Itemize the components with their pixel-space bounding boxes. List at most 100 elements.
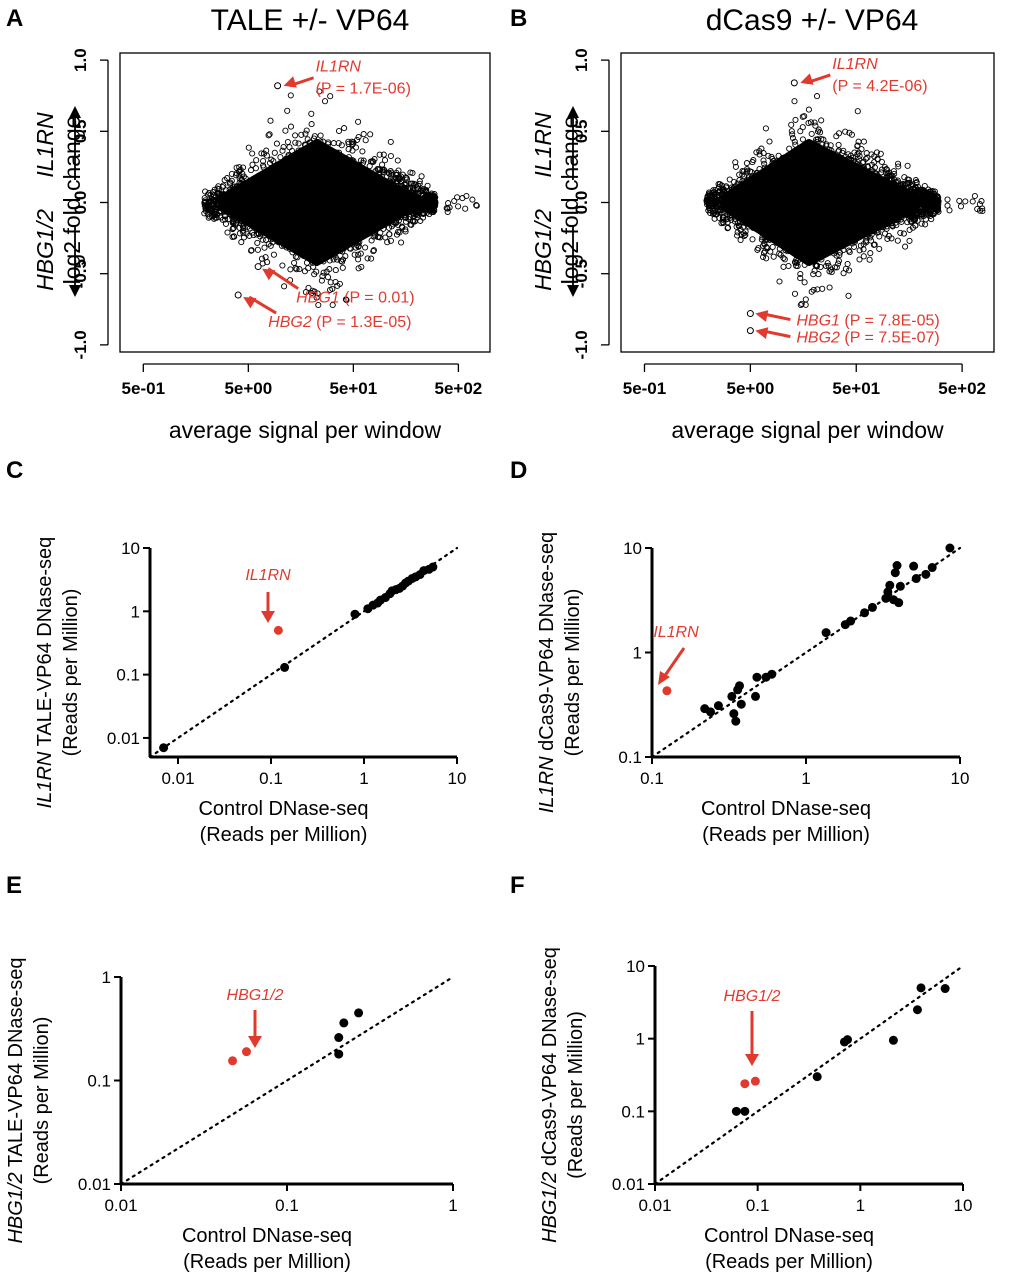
data-point xyxy=(159,743,169,753)
data-point xyxy=(846,267,853,274)
data-point xyxy=(814,286,821,293)
data-point xyxy=(351,251,358,258)
y-axis-label: HBG1/2 TALE-VP64 DNase-seq xyxy=(5,957,27,1243)
data-point xyxy=(979,207,986,215)
data-point xyxy=(906,237,913,244)
x-tick-label: 1 xyxy=(856,1196,865,1215)
x-tick-label: 10 xyxy=(951,769,970,788)
data-point xyxy=(895,163,902,170)
data-point xyxy=(414,201,421,208)
data-point xyxy=(739,171,746,178)
data-point xyxy=(316,88,323,95)
data-point xyxy=(213,212,220,219)
point-cloud-core xyxy=(219,139,415,266)
annotation-arrow-head xyxy=(243,297,257,309)
data-point xyxy=(854,142,861,149)
data-point xyxy=(293,266,300,273)
chart-title: dCas9 +/- VP64 xyxy=(706,4,919,37)
x-tick-label: 1 xyxy=(448,1196,457,1215)
data-point xyxy=(397,178,405,185)
data-point xyxy=(894,237,901,244)
highlight-arrow xyxy=(662,647,686,678)
data-point xyxy=(368,237,375,244)
data-point xyxy=(451,197,458,205)
data-point xyxy=(736,171,743,178)
data-point xyxy=(394,221,401,228)
data-point xyxy=(321,98,329,105)
x-axis-label: Control DNase-seq xyxy=(182,1225,352,1247)
data-point xyxy=(320,269,327,276)
data-point xyxy=(386,231,393,238)
data-point xyxy=(785,262,792,270)
data-point xyxy=(355,256,362,263)
data-point xyxy=(962,198,969,205)
data-point xyxy=(370,158,377,165)
data-point xyxy=(430,201,438,208)
data-point xyxy=(247,167,255,174)
data-point xyxy=(900,230,907,237)
data-point xyxy=(394,171,401,178)
data-point xyxy=(455,203,462,210)
data-point xyxy=(380,166,387,173)
data-point xyxy=(284,138,291,146)
y-tick-label: 0.1 xyxy=(87,1072,111,1091)
data-point xyxy=(974,205,981,213)
data-point xyxy=(287,123,295,130)
data-point xyxy=(723,184,730,191)
data-point xyxy=(732,159,739,166)
x-tick-label: 5e+02 xyxy=(435,379,483,398)
annotation-gene: HBG1 xyxy=(796,313,844,330)
data-point xyxy=(327,286,334,293)
y-tick-label: -0.5 xyxy=(572,259,591,288)
annotation-arrow-head xyxy=(800,73,814,85)
data-point xyxy=(260,162,267,169)
data-point xyxy=(812,262,820,270)
data-point xyxy=(718,220,725,227)
annotated-point xyxy=(746,310,754,318)
data-point xyxy=(713,211,720,218)
data-point xyxy=(788,121,795,128)
y-axis-label-rest: dCas9-VP64 DNase-seq xyxy=(539,947,561,1172)
x-tick-label: 5e+00 xyxy=(224,379,272,398)
data-point xyxy=(202,199,209,206)
data-point xyxy=(710,199,717,206)
data-point xyxy=(769,155,776,162)
data-point xyxy=(791,98,798,105)
y-label-down-gene: HBG1/2 xyxy=(32,209,58,291)
data-point xyxy=(240,173,247,180)
data-point xyxy=(944,196,951,203)
data-point xyxy=(380,151,387,158)
data-point xyxy=(426,206,433,213)
data-point xyxy=(911,574,921,584)
data-point xyxy=(303,127,310,134)
y-label-up-gene: IL1RN xyxy=(32,112,58,178)
panel-letter-a: A xyxy=(6,5,23,32)
data-point xyxy=(292,132,299,139)
x-tick-label: 1 xyxy=(801,769,810,788)
y-axis-label-rest: TALE-VP64 DNase-seq xyxy=(34,537,56,752)
highlight-arrow-head xyxy=(745,1054,759,1066)
data-point xyxy=(807,119,814,126)
down-arrow-head xyxy=(69,285,81,297)
data-point xyxy=(812,122,819,129)
data-point xyxy=(225,215,232,223)
data-point xyxy=(797,270,804,278)
y-label-up-gene: IL1RN xyxy=(530,112,556,178)
data-point xyxy=(839,149,846,156)
data-point xyxy=(418,173,425,180)
data-point xyxy=(342,296,349,303)
data-point xyxy=(381,157,389,164)
data-point xyxy=(224,229,231,236)
x-tick-label: 0.1 xyxy=(275,1196,299,1215)
data-point xyxy=(810,286,817,293)
data-point xyxy=(877,150,884,157)
y-tick-label: -1.0 xyxy=(71,330,90,359)
data-point xyxy=(279,262,286,269)
data-point xyxy=(906,226,913,233)
data-point xyxy=(422,197,429,204)
down-arrow-head xyxy=(567,285,579,297)
data-point xyxy=(894,598,904,608)
data-point xyxy=(929,193,936,200)
data-point xyxy=(360,157,367,164)
data-point xyxy=(883,166,891,173)
